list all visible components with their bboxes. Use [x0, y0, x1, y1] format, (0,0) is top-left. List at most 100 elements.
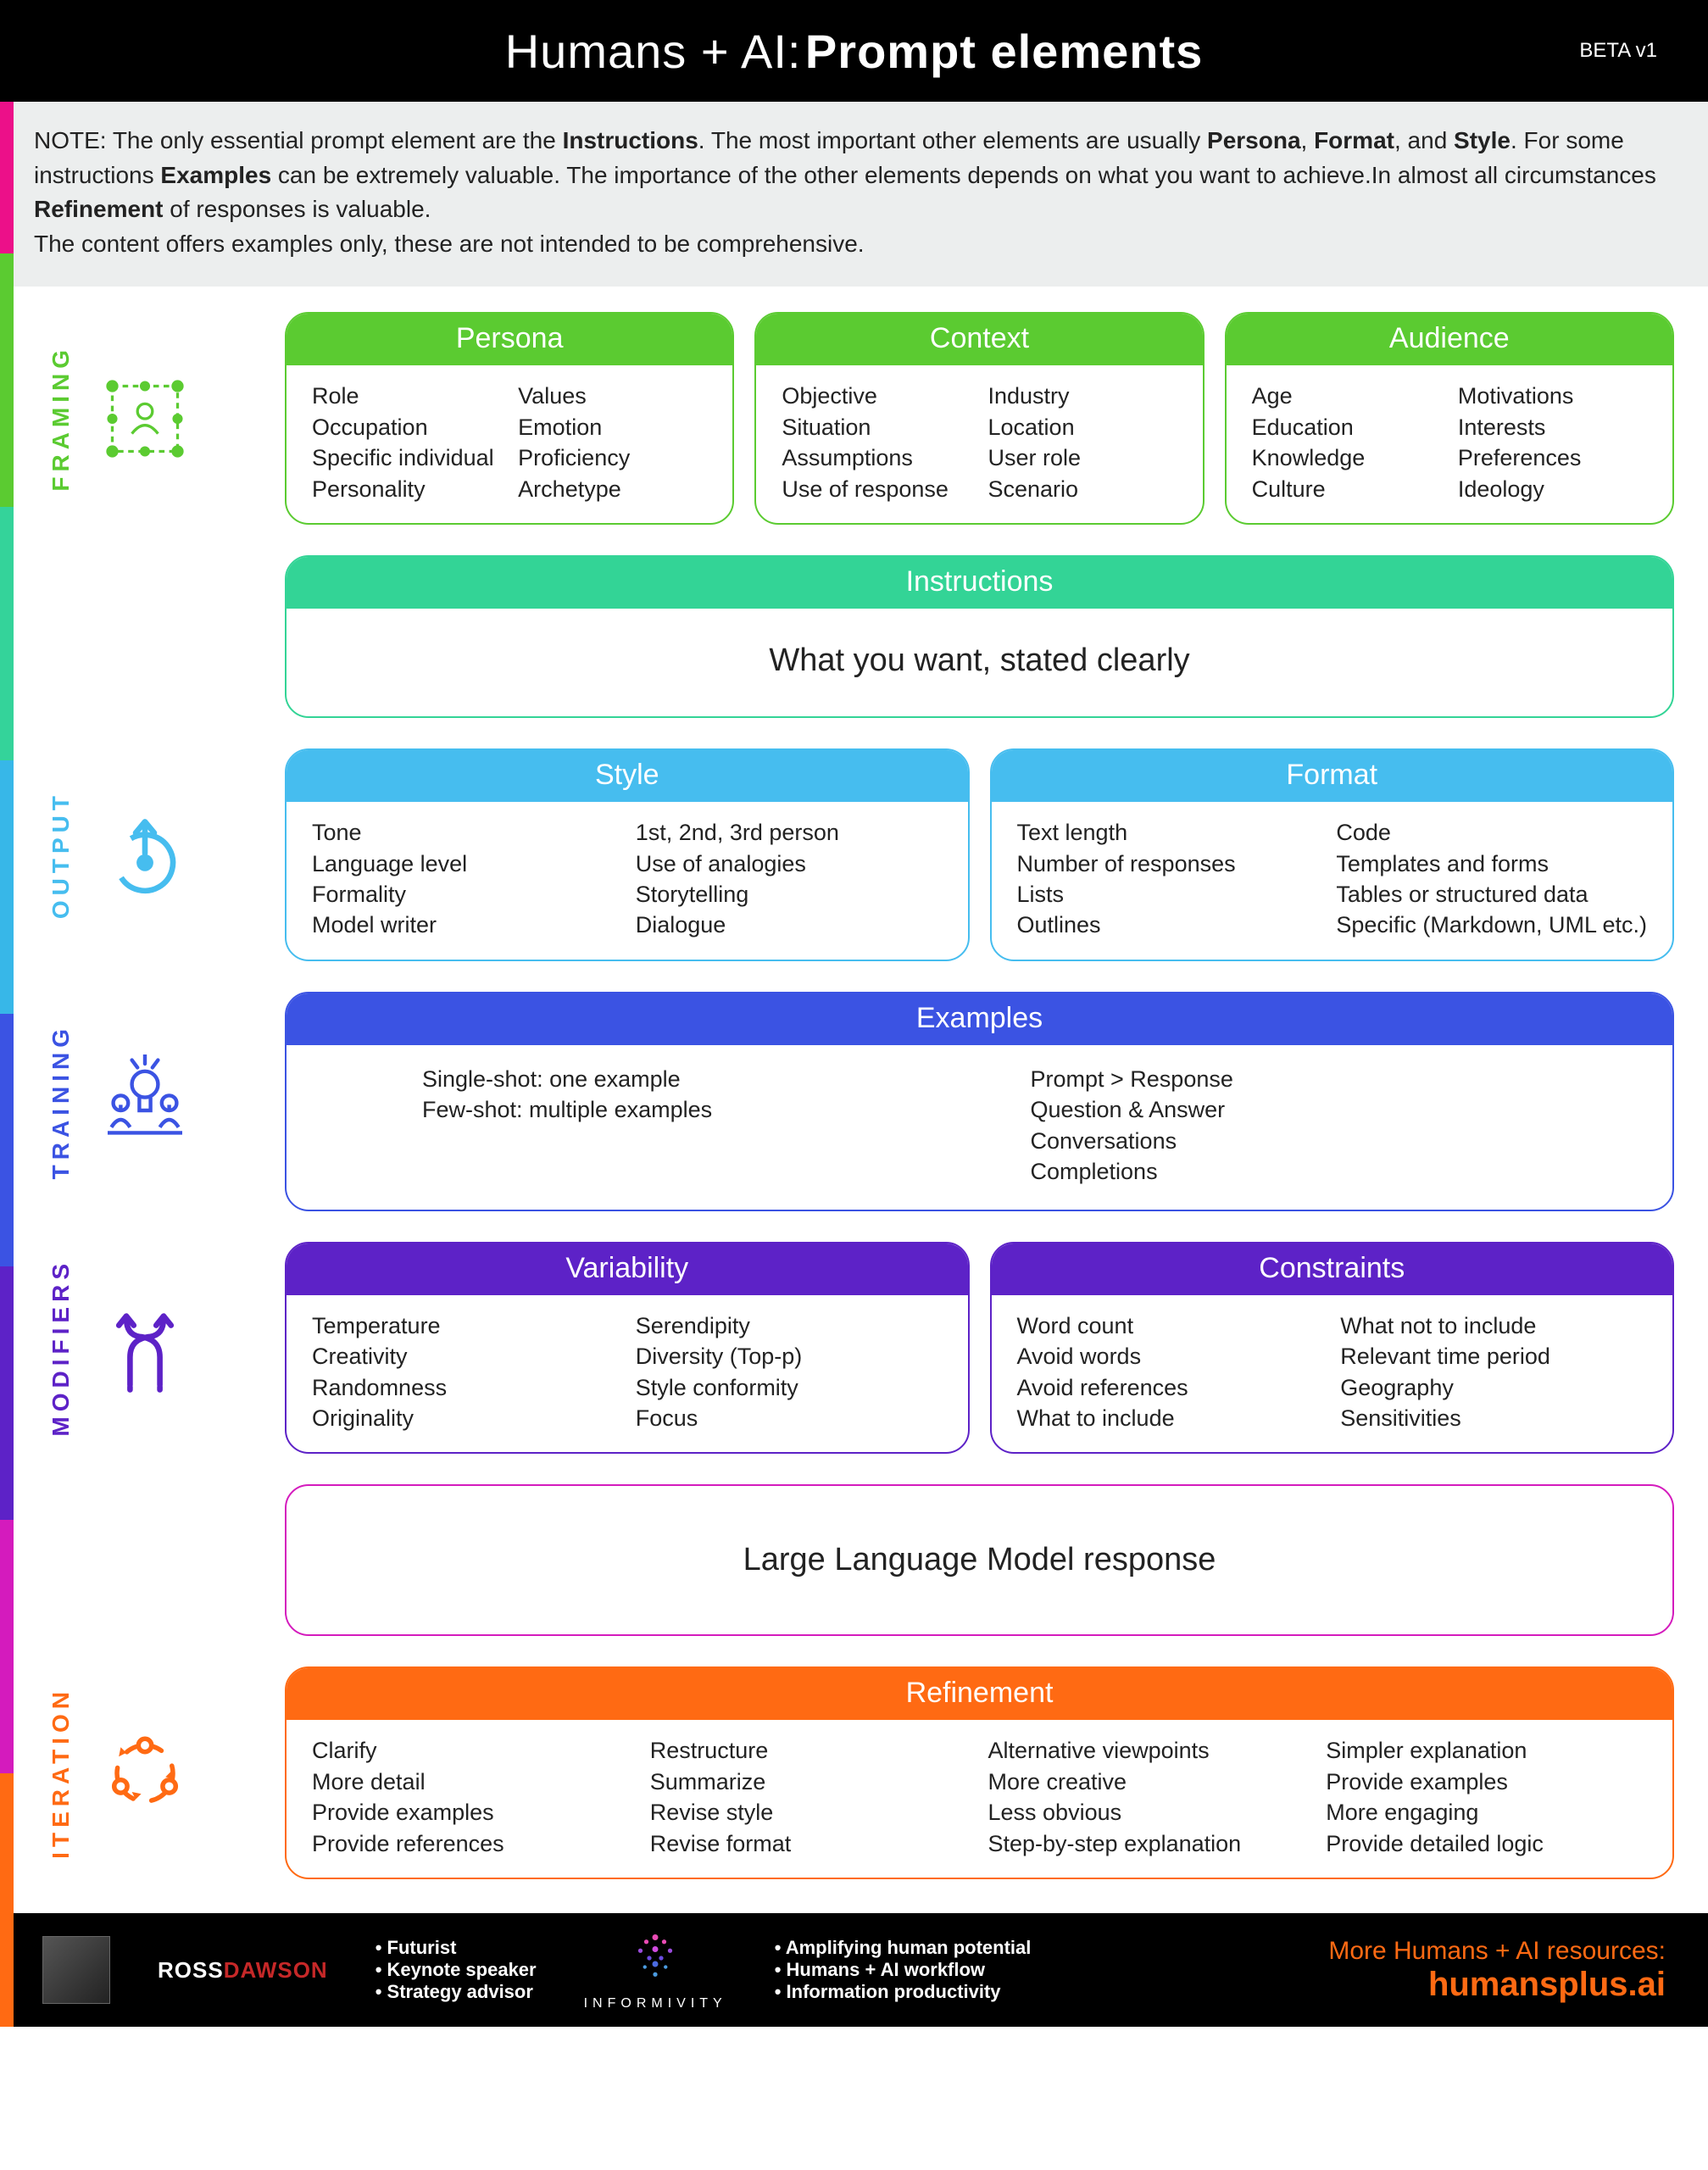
item: More engaging	[1326, 1797, 1647, 1828]
item: Industry	[988, 381, 1177, 411]
label-iteration: ITERATION	[47, 1687, 75, 1859]
item: Provide references	[312, 1828, 633, 1859]
item: More detail	[312, 1767, 633, 1797]
item: Outlines	[1017, 910, 1320, 940]
item: Language level	[312, 849, 619, 879]
item: Focus	[636, 1403, 943, 1433]
row-framing: FRAMING PersonaRoleOccupationSpecific in…	[47, 312, 1674, 525]
item: Role	[312, 381, 501, 411]
card-body: AgeEducationKnowledgeCultureMotivationsI…	[1227, 365, 1672, 523]
item: Step-by-step explanation	[988, 1828, 1310, 1859]
item: Values	[518, 381, 707, 411]
card-llm-response: Large Language Model response	[285, 1484, 1674, 1636]
item: Use of analogies	[636, 849, 943, 879]
item: Scenario	[988, 474, 1177, 504]
role-item: Strategy advisor	[376, 1981, 537, 2003]
item: What not to include	[1340, 1310, 1647, 1341]
item: Restructure	[650, 1735, 971, 1766]
item: Alternative viewpoints	[988, 1735, 1310, 1766]
row-output: OUTPUT StyleToneLanguage levelFormalityM…	[47, 748, 1674, 961]
card-refinement: RefinementClarifyMore detailProvide exam…	[285, 1666, 1674, 1879]
card-head-instructions: Instructions	[287, 557, 1672, 609]
beta-label: BETA v1	[1579, 39, 1657, 63]
card-body: ToneLanguage levelFormalityModel writer1…	[287, 802, 968, 960]
item: Diversity (Top-p)	[636, 1341, 943, 1372]
item: Assumptions	[782, 442, 971, 473]
item: What to include	[1017, 1403, 1324, 1433]
resources-label: More Humans + AI resources:	[1328, 1937, 1666, 1966]
card-examples: ExamplesSingle-shot: one exampleFew-shot…	[285, 992, 1674, 1211]
resources-block: More Humans + AI resources: humansplus.a…	[1328, 1937, 1666, 2004]
row-iteration: ITERATION RefinementClarifyMore detailPr…	[47, 1666, 1674, 1879]
item: Objective	[782, 381, 971, 411]
role-item: Futurist	[376, 1937, 537, 1959]
card-body: Word countAvoid wordsAvoid referencesWha…	[992, 1295, 1673, 1453]
item: Word count	[1017, 1310, 1324, 1341]
item: Storytelling	[636, 879, 943, 910]
item: Revise style	[650, 1797, 971, 1828]
card-body: ClarifyMore detailProvide examplesProvid…	[287, 1720, 1672, 1878]
item: Relevant time period	[1340, 1341, 1647, 1372]
item: More creative	[988, 1767, 1310, 1797]
item: Emotion	[518, 412, 707, 442]
card-head: Variability	[287, 1244, 968, 1295]
item: Serendipity	[636, 1310, 943, 1341]
item: Creativity	[312, 1341, 619, 1372]
card-body: ObjectiveSituationAssumptionsUse of resp…	[756, 365, 1202, 523]
row-instructions: Instructions What you want, stated clear…	[47, 555, 1674, 718]
item: Knowledge	[1252, 442, 1441, 473]
item: Personality	[312, 474, 501, 504]
item: Question & Answer	[1031, 1094, 1622, 1125]
card-style: StyleToneLanguage levelFormalityModel wr…	[285, 748, 970, 961]
item: Proficiency	[518, 442, 707, 473]
item: Prompt > Response	[1031, 1064, 1622, 1094]
card-context: ContextObjectiveSituationAssumptionsUse …	[754, 312, 1204, 525]
card-head: Style	[287, 750, 968, 802]
card-head: Examples	[287, 993, 1672, 1045]
row-llm: Large Language Model response	[47, 1484, 1674, 1636]
resources-url: humansplus.ai	[1328, 1966, 1666, 2004]
page-footer: ROSSDAWSON FuturistKeynote speakerStrate…	[0, 1913, 1708, 2027]
icon-output	[98, 809, 192, 902]
ross-first: ROSS	[158, 1957, 224, 1983]
item: Ideology	[1458, 474, 1647, 504]
item: Specific (Markdown, UML etc.)	[1336, 910, 1647, 940]
item: Education	[1252, 412, 1441, 442]
card-audience: AudienceAgeEducationKnowledgeCultureMoti…	[1225, 312, 1674, 525]
card-body: TemperatureCreativityRandomnessOriginali…	[287, 1295, 968, 1453]
point-item: Amplifying human potential	[775, 1937, 1032, 1959]
label-output: OUTPUT	[47, 791, 75, 919]
edge-stripe	[0, 0, 14, 2027]
item: Single-shot: one example	[422, 1064, 1014, 1094]
point-item: Information productivity	[775, 1981, 1032, 2003]
item: Lists	[1017, 879, 1320, 910]
item: Originality	[312, 1403, 619, 1433]
card-body: Text lengthNumber of responsesListsOutli…	[992, 802, 1673, 960]
card-instructions: Instructions What you want, stated clear…	[285, 555, 1674, 718]
card-head: Refinement	[287, 1668, 1672, 1720]
card-head: Format	[992, 750, 1673, 802]
item: Provide detailed logic	[1326, 1828, 1647, 1859]
card-head: Context	[756, 314, 1202, 365]
note-box: NOTE: The only essential prompt element …	[0, 102, 1708, 287]
informivity-name: INFORMIVITY	[584, 1996, 727, 2011]
title-bold: Prompt elements	[805, 24, 1203, 79]
point-item: Humans + AI workflow	[775, 1959, 1032, 1981]
item: Geography	[1340, 1372, 1647, 1403]
page-header: Humans + AI: Prompt elements BETA v1	[0, 0, 1708, 102]
informivity-icon	[617, 1928, 693, 1988]
item: Conversations	[1031, 1126, 1622, 1156]
card-format: FormatText lengthNumber of responsesList…	[990, 748, 1675, 961]
title-light: Humans + AI:	[505, 24, 802, 79]
item: Provide examples	[1326, 1767, 1647, 1797]
item: Provide examples	[312, 1797, 633, 1828]
item: Revise format	[650, 1828, 971, 1859]
instructions-body: What you want, stated clearly	[287, 609, 1672, 716]
item: Dialogue	[636, 910, 943, 940]
icon-iteration	[98, 1727, 192, 1820]
item: Completions	[1031, 1156, 1622, 1187]
item: Preferences	[1458, 442, 1647, 473]
item: Tone	[312, 817, 619, 848]
label-training: TRAINING	[47, 1024, 75, 1179]
informivity-block: INFORMIVITY	[584, 1928, 727, 2011]
